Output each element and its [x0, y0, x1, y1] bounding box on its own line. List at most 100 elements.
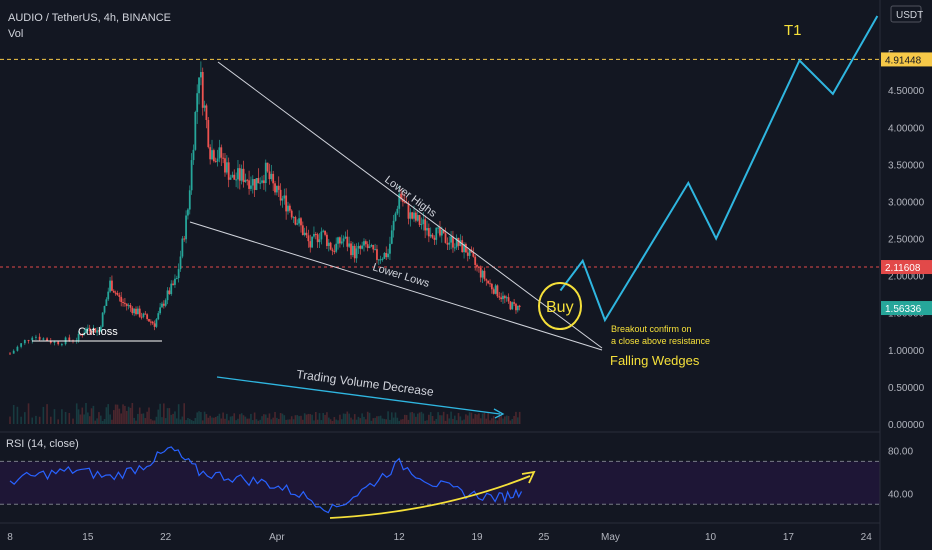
currency-badge[interactable] [890, 5, 922, 23]
candle-body-8-0 [131, 307, 134, 314]
candle-body-26-2 [335, 243, 338, 252]
volume-bar-16-0 [220, 418, 223, 424]
volume-bar-23-3 [303, 413, 306, 424]
pattern-label: Falling Wedges [610, 353, 700, 368]
time-tick-label: 10 [705, 532, 717, 543]
candle-body-41-5 [507, 297, 510, 302]
candle-body-41-4 [505, 297, 508, 299]
candle-body-3-2 [79, 333, 82, 335]
candle-body-33-2 [413, 212, 415, 219]
volume-bar-28-5 [363, 416, 365, 424]
volume-bar-30-2 [379, 415, 382, 424]
candle-body-3-3 [81, 334, 84, 336]
volume-bar-27-4 [350, 417, 352, 424]
volume-bar-40-5 [496, 420, 499, 424]
time-axis[interactable]: 8 15 22 Apr 12 19 25 May 10 17 24 [7, 532, 872, 543]
candle-body-28-3 [359, 245, 362, 249]
candle-body-40-3 [492, 289, 495, 294]
volume-bar-29-5 [374, 417, 376, 424]
candle-body-27-1 [344, 236, 347, 239]
candle-body-34-4 [427, 228, 430, 237]
candle-body-35-0 [431, 234, 434, 238]
candle-body-20-5 [274, 183, 276, 193]
volume-bar-39-2 [479, 418, 482, 424]
candle-body-27-5 [351, 245, 354, 256]
candle-body-21-2 [279, 189, 282, 201]
volume-bar-7-3 [125, 410, 128, 424]
candle-body-18-3 [248, 180, 250, 189]
volume-bar-4-0 [87, 412, 89, 424]
price-tick-label: 2.00000 [888, 272, 925, 283]
candle-body-28-5 [363, 241, 365, 246]
volume-bar-12-1 [177, 404, 180, 424]
candle-body-39-0 [476, 264, 478, 267]
volume-bar-10-3 [159, 403, 161, 424]
volume-label: Vol [8, 28, 23, 40]
candle-body-12-0 [175, 278, 178, 280]
volume-bar-8-5 [140, 413, 143, 424]
volume-bar-7-5 [129, 407, 132, 424]
volume-bar-25-1 [322, 412, 325, 424]
volume-bar-4-5 [96, 418, 98, 424]
volume-bar-18-5 [251, 420, 254, 424]
volume-bar-26-2 [335, 419, 337, 424]
candle-body-7-1 [122, 302, 124, 304]
volume-bar-38-1 [466, 415, 469, 424]
volume-bar-7-4 [127, 406, 130, 424]
last-price-badge: 1.56336 [881, 301, 932, 316]
candle-body-33-1 [411, 212, 414, 219]
symbol-title: AUDIO / TetherUS, 4h, BINANCE [8, 12, 171, 24]
volume-bar-2-1 [57, 419, 59, 424]
candle-body-0-2 [16, 346, 19, 351]
volume-bar-22-5 [296, 415, 299, 424]
candle-body-24-2 [313, 234, 315, 237]
volume-bar-25-3 [326, 412, 328, 424]
volume-bar-42-3 [515, 411, 517, 424]
candle-body-5-1 [99, 326, 102, 332]
candle-body-36-2 [446, 242, 449, 245]
volume-bar-15-3 [214, 416, 217, 424]
volume-bar-30-0 [376, 416, 378, 424]
time-tick-label: May [601, 532, 620, 543]
candle-body-6-5 [118, 295, 121, 297]
volume-bar-25-2 [324, 414, 326, 424]
candle-body-9-3 [148, 319, 150, 322]
candle-body-19-5 [263, 180, 265, 184]
volume-bar-6-4 [116, 404, 119, 424]
rsi-axis[interactable]: 80.00 40.00 [888, 447, 913, 501]
volume-bar-1-0 [31, 417, 34, 424]
volume-bar-5-0 [98, 412, 100, 424]
candle-body-16-0 [220, 147, 223, 158]
volume-bar-40-1 [489, 420, 491, 424]
volume-bar-41-1 [500, 413, 502, 424]
candle-body-4-5 [96, 330, 99, 333]
candle-body-12-1 [177, 269, 180, 279]
volume-bar-11-4 [172, 413, 174, 424]
candle-body-13-3 [192, 149, 195, 161]
volume-bar-21-1 [277, 418, 280, 424]
volume-bar-11-3 [170, 414, 173, 424]
volume-bar-0-2 [16, 406, 19, 424]
volume-bar-16-2 [224, 418, 226, 424]
candle-body-34-5 [429, 234, 432, 237]
volume-bar-20-5 [274, 411, 276, 424]
candle-body-29-1 [366, 244, 369, 248]
candle-body-0-0 [9, 353, 11, 355]
candle-body-8-5 [140, 316, 143, 318]
volume-bar-41-0 [498, 415, 501, 424]
candle-body-39-2 [479, 267, 482, 278]
candle-body-37-0 [453, 247, 456, 249]
target-price-badge: 4.91448 [881, 52, 932, 67]
candle-body-6-1 [111, 280, 113, 291]
volume-bar-35-5 [441, 415, 443, 424]
volume-bar-7-0 [120, 413, 122, 424]
time-tick-label: 22 [160, 532, 172, 543]
candle-body-22-2 [290, 210, 293, 218]
candle-body-25-0 [320, 231, 323, 240]
volume-bar-38-4 [472, 418, 475, 424]
candle-body-39-4 [483, 270, 486, 280]
candle-body-8-3 [136, 308, 139, 315]
candle-body-2-4 [68, 337, 71, 341]
volume-bar-35-4 [439, 415, 441, 424]
